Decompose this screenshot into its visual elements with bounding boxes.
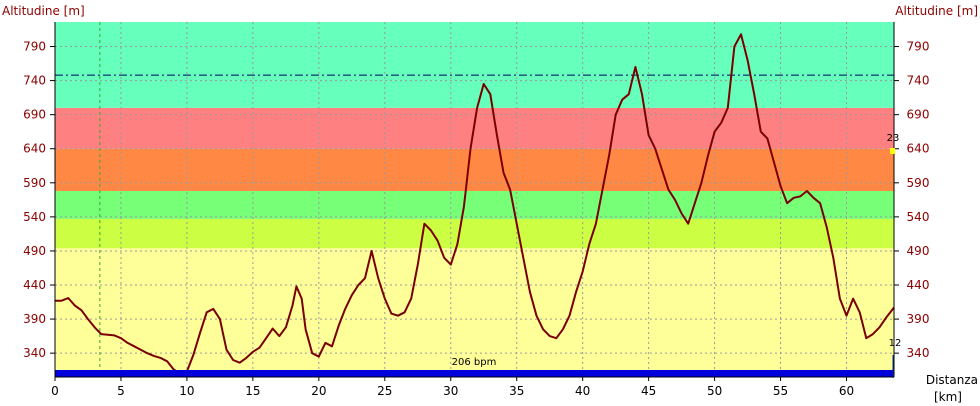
x-tick-25: 25 [377, 384, 392, 398]
y-tick-right-740: 740 [907, 74, 930, 88]
y-tick-left-340: 340 [23, 346, 46, 360]
zone-band-2 [55, 190, 894, 219]
y-tick-left-740: 740 [23, 74, 46, 88]
zone-band-5 [55, 22, 894, 108]
y-tick-left-590: 590 [23, 176, 46, 190]
zone-band-3 [55, 148, 894, 191]
y-tick-right-390: 390 [907, 312, 930, 326]
x-axis-ticks: 0 5 10 15 20 25 30 35 40 45 50 55 60 [51, 377, 854, 398]
x-tick-30: 30 [443, 384, 458, 398]
x-tick-5: 5 [117, 384, 125, 398]
y-axis-left-ticks: 340 390 440 490 540 590 640 690 740 790 [23, 40, 55, 360]
grid-lines [55, 22, 894, 377]
axes [54, 22, 895, 378]
right-marker-label-top: 23 [887, 133, 900, 144]
x-tick-20: 20 [311, 384, 326, 398]
y-axis-right-label: Altitudine [m] [895, 4, 978, 18]
x-tick-45: 45 [641, 384, 656, 398]
y-tick-left-490: 490 [23, 244, 46, 258]
y-axis-right-ticks: 340 390 440 490 540 590 640 690 740 790 [894, 40, 930, 360]
y-tick-left-390: 390 [23, 312, 46, 326]
right-marker-top [890, 148, 895, 154]
x-axis-label: Distanza [926, 373, 978, 387]
x-tick-50: 50 [707, 384, 722, 398]
zone-band-0 [55, 248, 894, 377]
y-tick-right-690: 690 [907, 108, 930, 122]
y-tick-right-340: 340 [907, 346, 930, 360]
y-tick-left-690: 690 [23, 108, 46, 122]
y-tick-right-640: 640 [907, 142, 930, 156]
elevation-profile-line [55, 33, 895, 375]
y-tick-right-440: 440 [907, 278, 930, 292]
x-tick-15: 15 [245, 384, 260, 398]
right-marker-label-bottom: 12 [889, 338, 902, 349]
x-tick-40: 40 [575, 384, 590, 398]
y-tick-right-490: 490 [907, 244, 930, 258]
x-tick-0: 0 [51, 384, 59, 398]
x-tick-55: 55 [773, 384, 788, 398]
x-tick-35: 35 [509, 384, 524, 398]
y-tick-left-790: 790 [23, 40, 46, 54]
y-tick-right-540: 540 [907, 210, 930, 224]
x-axis-unit: [km] [934, 390, 962, 404]
bpm-label: 206 bpm [452, 357, 497, 368]
y-axis-left-label: Altitudine [m] [2, 4, 85, 18]
heart-rate-bar [55, 370, 894, 377]
y-tick-right-590: 590 [907, 176, 930, 190]
y-tick-left-440: 440 [23, 278, 46, 292]
zone-band-1 [55, 218, 894, 249]
y-tick-left-540: 540 [23, 210, 46, 224]
x-tick-10: 10 [179, 384, 194, 398]
x-tick-60: 60 [839, 384, 854, 398]
y-tick-left-640: 640 [23, 142, 46, 156]
y-tick-right-790: 790 [907, 40, 930, 54]
